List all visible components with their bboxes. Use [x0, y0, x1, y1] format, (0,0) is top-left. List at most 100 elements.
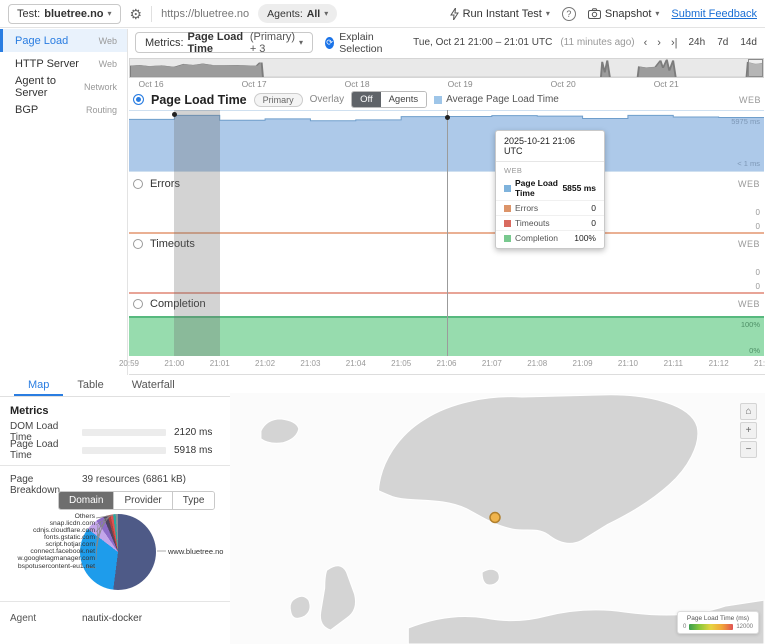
breakdown-domain-button[interactable]: Domain [59, 492, 114, 509]
top-bar: Test: bluetree.no ▾ ⚙ https://bluetree.n… [0, 0, 765, 28]
lightning-icon [450, 8, 459, 20]
tooltip-row-timeouts: Timeouts 0 [496, 216, 604, 231]
overview-selection-window[interactable] [748, 59, 763, 77]
timeouts-chart[interactable]: Timeouts WEB 0 0 [129, 236, 764, 294]
divider [151, 6, 152, 22]
range-24h-button[interactable]: 24h [687, 37, 708, 48]
map-zoom-out-button[interactable]: − [740, 441, 757, 458]
map-legend-max: 12000 [736, 624, 753, 630]
time-axis: 20:5921:0021:0121:0221:0321:0421:0521:06… [129, 359, 764, 371]
completion-chart[interactable]: Completion WEB 100% 0% [129, 296, 764, 356]
divider [0, 465, 230, 466]
agent-row: Agent nautix-docker [10, 613, 222, 624]
tab-table[interactable]: Table [63, 376, 117, 396]
time-axis-tick: 21:01 [210, 359, 230, 368]
snapshot-button[interactable]: Snapshot ▾ [588, 8, 660, 20]
overview-date-tick: Oct 17 [242, 79, 267, 89]
time-ago-label: (11 minutes ago) [560, 37, 634, 48]
time-axis-tick: 21:03 [300, 359, 320, 368]
sidebar-item-agent-to-server[interactable]: Agent to Server Network [0, 75, 127, 98]
overview-date-tick: Oct 16 [139, 79, 164, 89]
test-select-dropdown[interactable]: Test: bluetree.no ▾ [8, 4, 121, 24]
map-home-button[interactable]: ⌂ [740, 403, 757, 420]
page-load-time-chart[interactable]: 5975 ms < 1 ms [129, 110, 764, 172]
completion-swatch-icon [504, 235, 511, 242]
metric-radio-selected-icon[interactable] [133, 94, 144, 105]
sidebar-item-bgp[interactable]: BGP Routing [0, 98, 127, 121]
breakdown-provider-button[interactable]: Provider [114, 492, 172, 509]
hover-tooltip: 2025-10-21 21:06 UTC WEB Page Load Time … [495, 130, 605, 249]
map-landmass [230, 393, 765, 644]
overlay-label: Overlay [310, 94, 344, 105]
page-load-time-header: Page Load Time Primary Overlay Off Agent… [129, 91, 765, 108]
metric-radio-icon[interactable] [133, 299, 143, 309]
pie-label-facebook: connect.facebook.net [0, 548, 95, 555]
agents-filter-dropdown[interactable]: Agents: All ▾ [258, 4, 337, 23]
explain-icon: ⟳ [325, 37, 334, 49]
agents-label: Agents: [267, 8, 303, 20]
map-zoom-in-button[interactable]: + [740, 422, 757, 439]
time-axis-tick: 21:02 [255, 359, 275, 368]
time-axis-tick: 21:06 [436, 359, 456, 368]
page-load-time-row: Page Load Time 5918 ms [10, 443, 222, 457]
metric-radio-icon[interactable] [133, 179, 143, 189]
divider [0, 601, 230, 602]
latest-interval-button[interactable]: ›| [670, 37, 679, 49]
page-load-bar [82, 447, 166, 454]
submit-feedback-link[interactable]: Submit Feedback [671, 8, 757, 20]
time-axis-tick: 20:59 [119, 359, 139, 368]
metrics-dropdown[interactable]: Metrics: Page Load Time (Primary) + 3 ▾ [135, 32, 313, 53]
overlay-off-button[interactable]: Off [352, 92, 381, 107]
metric-radio-icon[interactable] [133, 239, 143, 249]
history-overview-strip[interactable] [129, 58, 764, 78]
range-14d-button[interactable]: 14d [738, 37, 759, 48]
sidebar-item-http-server[interactable]: HTTP Server Web [0, 52, 127, 75]
breakdown-type-button[interactable]: Type [173, 492, 215, 509]
range-7d-button[interactable]: 7d [715, 37, 730, 48]
metrics-toolbar: Metrics: Page Load Time (Primary) + 3 ▾ … [129, 29, 765, 56]
overlay-agents-button[interactable]: Agents [381, 92, 427, 107]
dom-load-bar [82, 429, 166, 436]
explain-selection-button[interactable]: ⟳ Explain Selection [325, 31, 401, 55]
overview-date-tick: Oct 20 [551, 79, 576, 89]
overview-date-tick: Oct 18 [345, 79, 370, 89]
map-legend-gradient [689, 624, 733, 630]
time-navigation: Tue, Oct 21 21:00 – 21:01 UTC (11 minute… [413, 37, 759, 49]
completion-max-label: 100% [741, 320, 760, 329]
dom-load-time-row: DOM Load Time 2120 ms [10, 425, 222, 439]
axis-min-label: < 1 ms [737, 159, 760, 168]
map-legend: Page Load Time (ms) 0 12000 [677, 611, 759, 634]
pie-label-others: Others [0, 513, 95, 520]
agents-value: All [307, 8, 320, 20]
tooltip-row-errors: Errors 0 [496, 201, 604, 216]
chevron-down-icon: ▾ [299, 38, 303, 47]
time-axis-tick: 21:09 [573, 359, 593, 368]
settings-gear-icon[interactable]: ⚙ [130, 7, 143, 21]
tab-waterfall[interactable]: Waterfall [118, 376, 189, 396]
timeouts-min-value: 0 [756, 282, 760, 291]
prev-interval-button[interactable]: ‹ [643, 37, 649, 49]
time-axis-tick: 21:12 [709, 359, 729, 368]
web-layer-tag: WEB [739, 95, 761, 105]
timeline-panel: Metrics: Page Load Time (Primary) + 3 ▾ … [129, 29, 765, 375]
pie-label-snap-licdn: snap.licdn.com [0, 520, 95, 527]
timeouts-mid-value: 0 [756, 268, 760, 277]
errors-chart[interactable]: Errors WEB 0 0 [129, 176, 764, 234]
agent-map[interactable]: ⌂ + − Page Load Time (ms) 0 12000 [230, 393, 765, 644]
next-interval-button[interactable]: › [656, 37, 662, 49]
completion-min-label: 0% [749, 346, 760, 355]
overlay-toggle: Off Agents [351, 91, 427, 108]
run-instant-test-button[interactable]: Run Instant Test ▾ [450, 8, 550, 20]
web-layer-tag: WEB [738, 239, 760, 249]
map-legend-title: Page Load Time (ms) [683, 615, 753, 622]
tab-map[interactable]: Map [14, 376, 63, 396]
chevron-down-icon: ▾ [655, 9, 659, 18]
pie-label-fonts-gstatic: fonts.gstatic.com [0, 534, 95, 541]
help-icon[interactable]: ? [562, 7, 576, 21]
legend-square-icon [434, 96, 442, 104]
sidebar-item-page-load[interactable]: Page Load Web [0, 29, 127, 52]
errors-swatch-icon [504, 205, 511, 212]
breakdown-mode-switcher: Domain Provider Type [58, 491, 215, 510]
page-load-area-chart [129, 111, 764, 171]
chevron-down-icon: ▾ [108, 9, 112, 18]
